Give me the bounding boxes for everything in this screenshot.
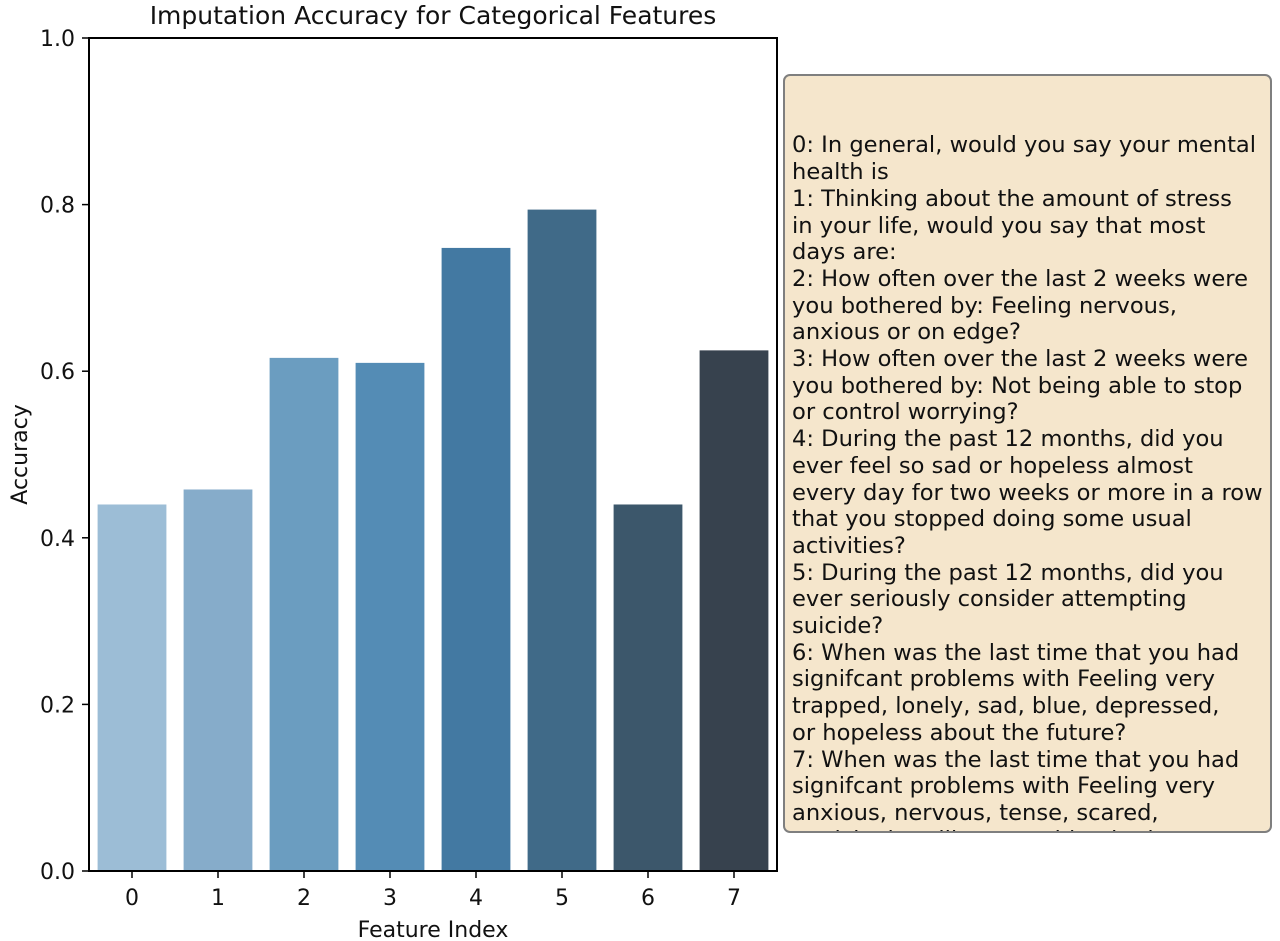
feature-description-line: panicked, or like something bad was	[792, 827, 1270, 831]
y-tick-label: 0.6	[40, 360, 75, 385]
feature-description-line: signifcant problems with Feeling very	[792, 666, 1216, 693]
feature-description-line: you bothered by: Not being able to stop	[792, 372, 1243, 399]
x-tick-label: 3	[383, 886, 397, 911]
bar-2	[269, 357, 339, 871]
feature-description-line: signifcant problems with Feeling very	[792, 773, 1216, 800]
x-axis-label: Feature Index	[358, 918, 509, 941]
bar-6	[613, 504, 683, 871]
y-axis-label: Accuracy	[8, 404, 33, 504]
feature-description-line: 0: In general, would you say your mental	[792, 132, 1257, 159]
feature-description-box: 0: In general, would you say your mental…	[783, 74, 1272, 833]
feature-description-line: 5: During the past 12 months, did you	[792, 559, 1224, 586]
x-tick-label: 6	[641, 886, 655, 911]
feature-description-line: 6: When was the last time that you had	[792, 639, 1240, 666]
y-tick-label: 0.2	[40, 693, 75, 718]
feature-description-line: trapped, lonely, sad, blue, depressed,	[792, 693, 1220, 720]
y-tick-label: 0.0	[40, 860, 75, 885]
feature-description-line: in your life, would you say that most	[792, 212, 1206, 239]
y-tick-label: 0.4	[40, 527, 75, 552]
feature-description-line: or hopeless about the future?	[792, 719, 1127, 746]
feature-description-line: 4: During the past 12 months, did you	[792, 426, 1224, 453]
feature-description-line: 2: How often over the last 2 weeks were	[792, 265, 1248, 292]
x-tick-label: 4	[469, 886, 483, 911]
y-tick-label: 0.8	[40, 194, 75, 219]
feature-description-line: days are:	[792, 239, 897, 266]
feature-description-line: ever feel so sad or hopeless almost	[792, 452, 1193, 479]
feature-description-line: you bothered by: Feeling nervous,	[792, 292, 1177, 319]
y-axis-ticks: 0.0 0.2 0.4 0.6 0.8 1.0	[40, 27, 89, 885]
feature-description-line: activities?	[792, 532, 906, 559]
x-axis-ticks: 0 1 2 3 4 5 6 7	[125, 871, 741, 911]
plot-frame	[88, 37, 778, 872]
feature-description-line: 1: Thinking about the amount of stress	[792, 185, 1232, 212]
feature-description-line: suicide?	[792, 613, 884, 640]
feature-description-line: ever seriously consider attempting	[792, 586, 1187, 613]
y-tick-label: 1.0	[40, 27, 75, 52]
feature-description-line: 3: How often over the last 2 weeks were	[792, 346, 1248, 373]
x-tick-label: 1	[211, 886, 225, 911]
feature-description-line: that you stopped doing some usual	[792, 506, 1192, 533]
x-tick-label: 2	[297, 886, 311, 911]
feature-description-line: anxious, nervous, tense, scared,	[792, 799, 1159, 826]
feature-description-list: 0: In general, would you say your mental…	[792, 132, 1270, 831]
bar-chart: Imputation Accuracy for Categorical Feat…	[8, 1, 778, 941]
bar-1	[183, 489, 253, 871]
bars-group	[97, 209, 769, 871]
feature-description-line: every day for two weeks or more in a row	[792, 479, 1263, 506]
bar-3	[355, 362, 425, 871]
feature-description-line: or control worrying?	[792, 399, 1019, 426]
x-tick-label: 7	[727, 886, 741, 911]
x-tick-label: 0	[125, 886, 139, 911]
bar-0	[97, 504, 167, 871]
chart-title: Imputation Accuracy for Categorical Feat…	[150, 1, 717, 30]
x-tick-label: 5	[555, 886, 569, 911]
bar-7	[699, 350, 769, 871]
bar-5	[527, 209, 597, 871]
feature-description-line: health is	[792, 159, 889, 186]
bar-4	[441, 247, 511, 871]
feature-description-line: 7: When was the last time that you had	[792, 746, 1240, 773]
feature-description-line: anxious or on edge?	[792, 319, 1022, 346]
